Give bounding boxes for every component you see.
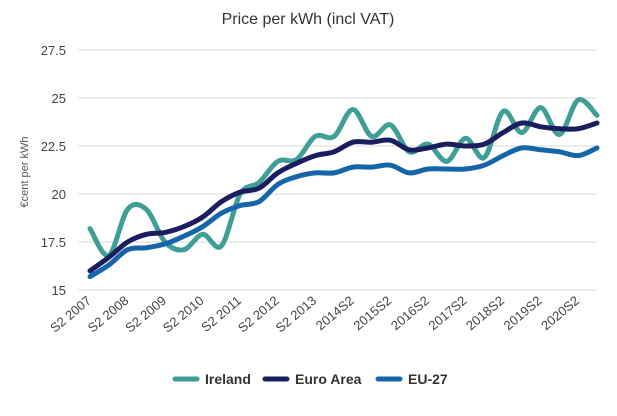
chart-title: Price per kWh (incl VAT) xyxy=(222,11,395,28)
legend: Ireland Euro Area EU-27 xyxy=(175,371,448,387)
x-tick-label: 2019S2 xyxy=(501,293,545,333)
x-tick-label: S2 2011 xyxy=(198,293,244,335)
x-tick-label: S2 2009 xyxy=(122,293,169,336)
x-tick-label: 2015S2 xyxy=(350,293,394,333)
y-axis-ticks: 15 17.5 20 22.5 25 27.5 xyxy=(41,43,66,298)
x-tick-label: 2020S2 xyxy=(538,293,582,333)
y-tick-label: 17.5 xyxy=(41,235,66,250)
legend-item[interactable]: EU-27 xyxy=(378,371,448,387)
x-tick-label: S2 2013 xyxy=(273,293,320,336)
x-tick-label: 2017S2 xyxy=(426,293,470,333)
y-tick-label: 22.5 xyxy=(41,139,66,154)
legend-label: Euro Area xyxy=(295,371,362,387)
legend-label: Ireland xyxy=(205,371,251,387)
x-tick-label: 2018S2 xyxy=(463,293,507,333)
x-tick-label: 2016S2 xyxy=(388,293,432,333)
x-tick-label: S2 2008 xyxy=(85,293,132,336)
x-tick-label: 2014S2 xyxy=(313,293,357,333)
y-tick-label: 27.5 xyxy=(41,43,66,58)
legend-item[interactable]: Ireland xyxy=(175,371,251,387)
x-tick-label: S2 2010 xyxy=(160,293,207,336)
series-line xyxy=(90,148,597,277)
series-eu-27 xyxy=(90,148,597,277)
y-tick-label: 15 xyxy=(52,283,66,298)
series-lines xyxy=(90,99,597,276)
legend-item[interactable]: Euro Area xyxy=(265,371,362,387)
x-tick-label: S2 2012 xyxy=(235,293,282,336)
x-tick-label: S2 2007 xyxy=(47,293,94,336)
y-tick-label: 25 xyxy=(52,91,66,106)
y-axis-label: €cent per kWh xyxy=(19,137,31,208)
y-tick-label: 20 xyxy=(52,187,66,202)
legend-label: EU-27 xyxy=(408,371,448,387)
series-euro-area xyxy=(90,123,597,271)
series-line xyxy=(90,123,597,271)
